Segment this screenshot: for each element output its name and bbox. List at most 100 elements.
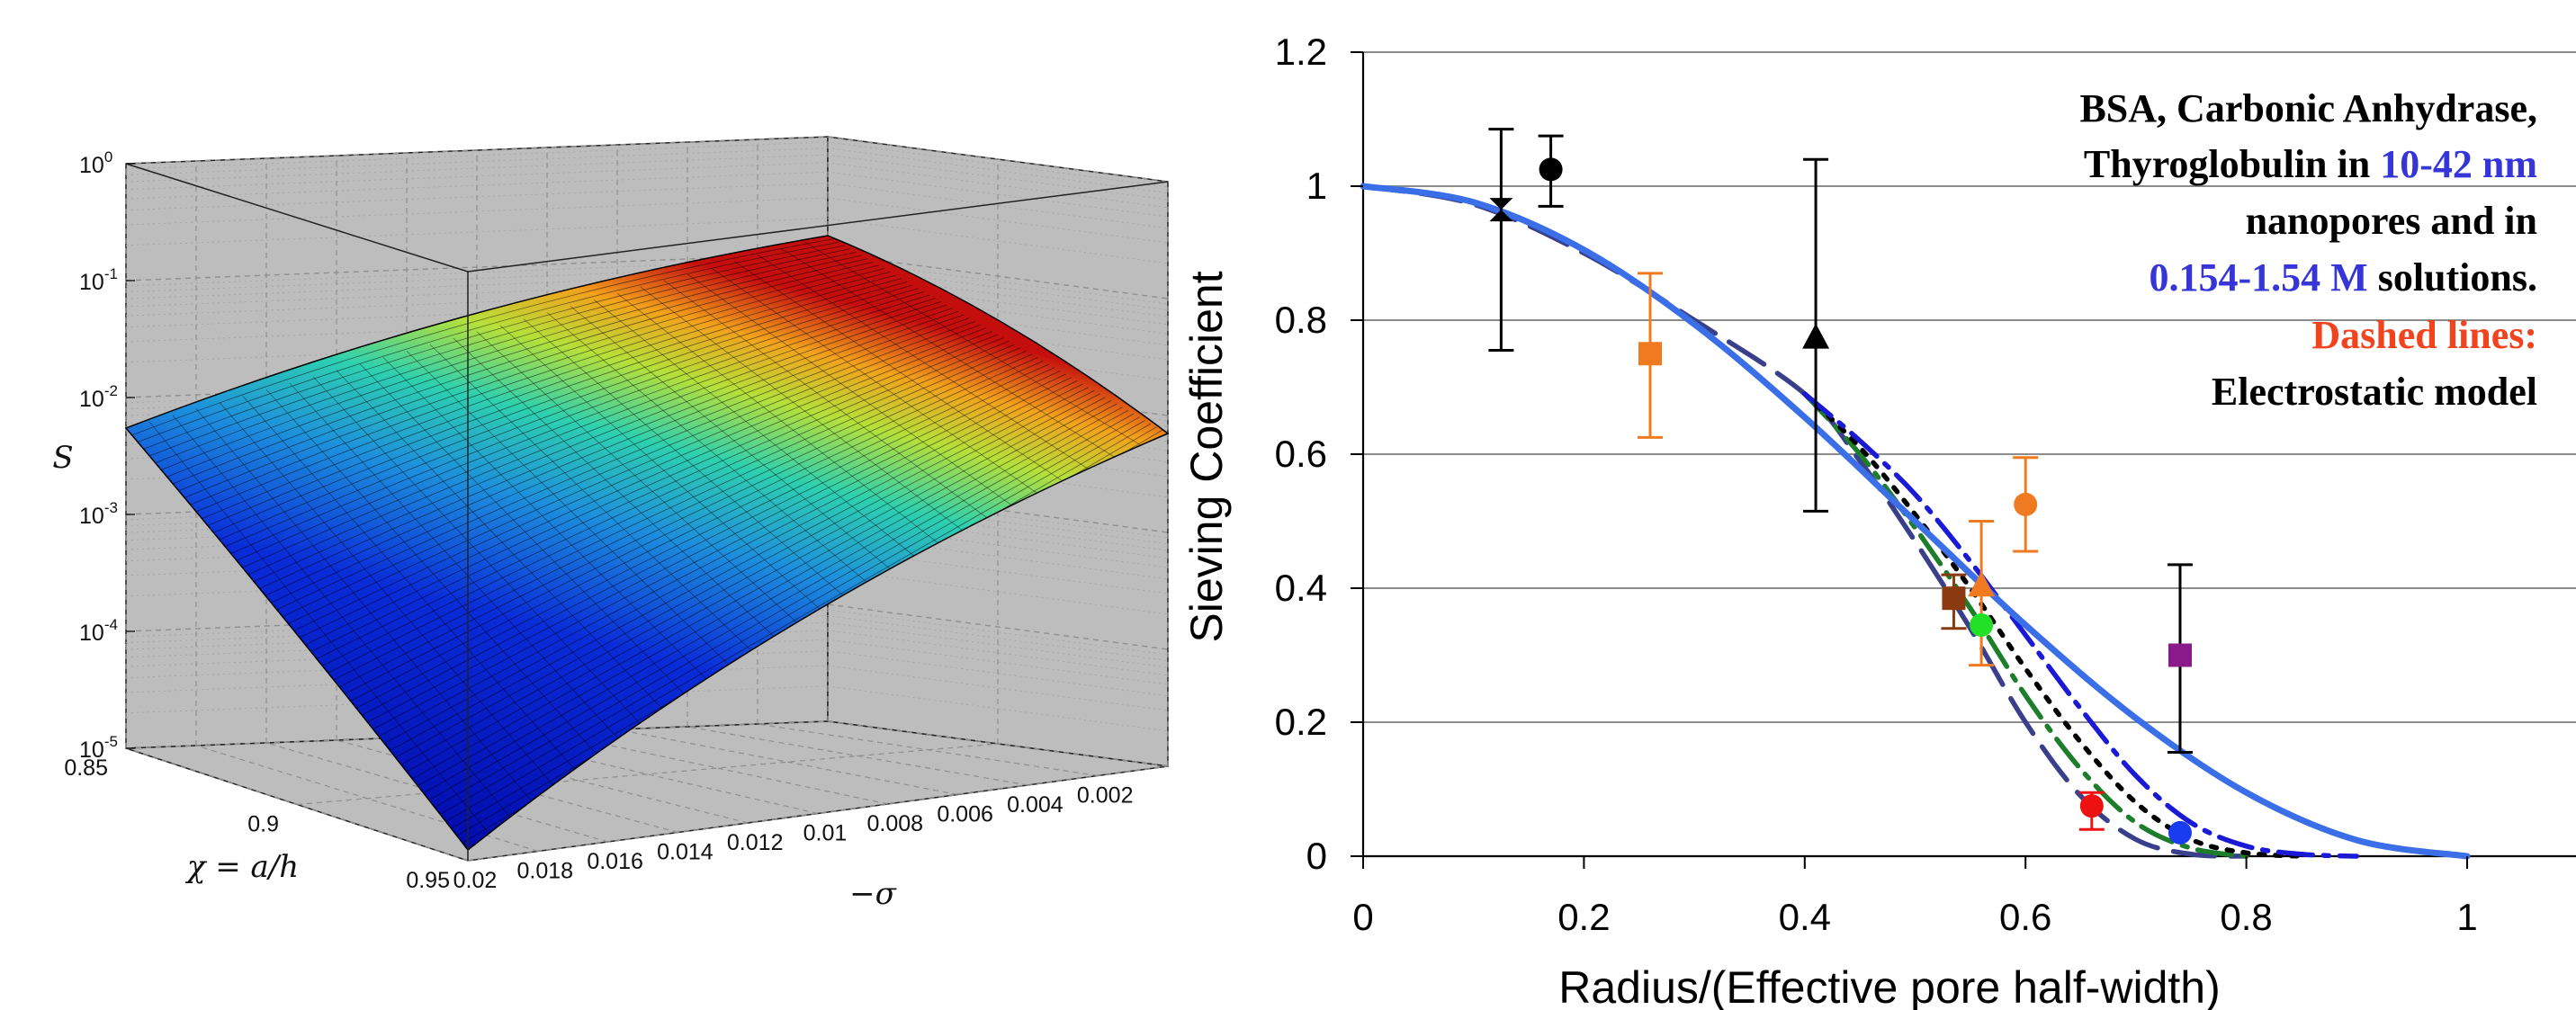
x-tick-label: 0.018 bbox=[517, 859, 574, 884]
surface-y-axis-label: χ = a/h bbox=[185, 849, 299, 885]
z-gridline bbox=[125, 615, 1169, 662]
mesh-line bbox=[319, 347, 1021, 668]
annotation-segment: Dashed lines: bbox=[2311, 313, 2537, 357]
z-gridline bbox=[125, 147, 1169, 194]
mesh-line bbox=[222, 290, 925, 549]
y-tick-label: 0 bbox=[1306, 835, 1327, 877]
x-tick-label: 0.008 bbox=[867, 811, 924, 836]
floor-gridline bbox=[616, 728, 958, 796]
mesh-line bbox=[710, 267, 1052, 504]
mesh-line bbox=[274, 320, 975, 612]
mesh-line bbox=[171, 261, 874, 485]
mesh-line bbox=[285, 327, 987, 626]
mesh-line bbox=[325, 350, 1027, 675]
mesh-line bbox=[433, 413, 1135, 809]
y-tick-label: 0.6 bbox=[1275, 433, 1327, 475]
mesh-line bbox=[265, 389, 608, 767]
y-tick-label: 0.85 bbox=[64, 755, 108, 781]
z-gridline bbox=[125, 253, 1169, 299]
annotation-line: BSA, Carbonic Anhydrase, bbox=[2079, 86, 2537, 130]
data-point-square bbox=[1638, 342, 1663, 366]
data-point-circle bbox=[2168, 820, 2192, 845]
chart-annotation: BSA, Carbonic Anhydrase, Thyroglobulin in… bbox=[2079, 86, 2537, 414]
mesh-line bbox=[251, 308, 953, 584]
mesh-line bbox=[616, 292, 958, 559]
series-line bbox=[1802, 391, 2360, 859]
mesh-line bbox=[195, 408, 539, 809]
mesh-line bbox=[166, 258, 868, 478]
mesh-line bbox=[159, 255, 862, 471]
mesh-line bbox=[148, 248, 851, 457]
data-point-square bbox=[2168, 643, 2192, 667]
z-gridline bbox=[125, 218, 1169, 264]
mesh-line bbox=[663, 280, 1005, 532]
mesh-line bbox=[359, 363, 702, 711]
x-tick-label: 0 bbox=[1352, 896, 1373, 938]
z-gridline bbox=[125, 141, 1169, 188]
mesh-line bbox=[757, 255, 1099, 476]
mesh-line bbox=[219, 402, 561, 795]
mesh-line bbox=[405, 397, 1106, 773]
z-gridline bbox=[125, 603, 1169, 650]
mesh-line bbox=[439, 416, 1140, 816]
floor-gridline bbox=[687, 726, 1028, 786]
y-tick-label: 0.95 bbox=[406, 868, 450, 893]
series-line bbox=[1360, 183, 2249, 859]
mesh-line bbox=[154, 251, 857, 464]
annotation-line: Electrostatic model bbox=[2212, 370, 2537, 414]
surface-mesh bbox=[124, 235, 1170, 852]
mesh-line bbox=[393, 389, 1095, 759]
line-x-axis-label: Radius/(Effective pore half-width) bbox=[1558, 962, 2221, 1010]
data-point-square bbox=[1942, 586, 1966, 611]
annotation-line: 0.154-1.54 M solutions. bbox=[2150, 255, 2537, 299]
mesh-line bbox=[313, 344, 1016, 661]
annotation-segment: nanopores and in bbox=[2246, 199, 2537, 243]
y-tick-label: 0.9 bbox=[247, 812, 279, 837]
x-tick-label: 0.02 bbox=[453, 868, 498, 893]
surface-mesh-lines bbox=[131, 238, 1162, 844]
mesh-line bbox=[733, 261, 1075, 490]
mesh-line bbox=[803, 241, 1145, 448]
mesh-line bbox=[242, 396, 585, 782]
z-gridline bbox=[125, 197, 1169, 244]
annotation-line: Thyroglobulin in 10-42 nm bbox=[2084, 142, 2537, 186]
x-tick-label: 0.012 bbox=[727, 830, 784, 855]
annotation-line: Dashed lines: bbox=[2311, 313, 2537, 357]
annotation-line: nanopores and in bbox=[2246, 199, 2537, 243]
mesh-line bbox=[429, 344, 772, 670]
z-tick-label: 10-5 bbox=[79, 733, 118, 763]
mesh-line bbox=[148, 421, 492, 836]
mesh-line bbox=[268, 317, 970, 604]
z-gridline bbox=[125, 720, 1169, 767]
mesh-line bbox=[296, 334, 999, 639]
mesh-line bbox=[364, 373, 1066, 724]
mesh-line bbox=[453, 337, 795, 657]
x-tick-label: 1 bbox=[2456, 896, 2477, 938]
series-line bbox=[1802, 391, 2304, 859]
y-tick-label: 0.8 bbox=[1275, 299, 1327, 341]
mesh-line bbox=[388, 387, 1089, 752]
mesh-line bbox=[279, 324, 982, 619]
z-gridline bbox=[125, 685, 1169, 732]
mesh-line bbox=[359, 370, 1061, 717]
mesh-line bbox=[200, 278, 902, 520]
data-point-circle bbox=[2079, 794, 2104, 818]
box-top-edge bbox=[125, 163, 469, 273]
mesh-line bbox=[289, 382, 632, 754]
mesh-line bbox=[342, 360, 1044, 696]
mesh-line bbox=[523, 318, 866, 614]
mesh-line bbox=[234, 298, 936, 562]
mesh-line bbox=[131, 238, 834, 436]
data-point-circle bbox=[1539, 157, 1563, 182]
z-tick-label: 10-1 bbox=[79, 265, 118, 295]
series-line bbox=[1802, 391, 2249, 859]
mesh-line bbox=[593, 299, 935, 573]
mesh-line bbox=[347, 363, 1049, 703]
annotation-segment: 0.154-1.54 M bbox=[2150, 255, 2368, 299]
x-tick-label: 0.01 bbox=[803, 821, 848, 846]
x-tick-label: 0.4 bbox=[1779, 896, 1831, 938]
x-tick-label: 0.8 bbox=[2220, 896, 2272, 938]
mesh-line bbox=[291, 330, 992, 633]
mesh-line bbox=[687, 273, 1028, 517]
